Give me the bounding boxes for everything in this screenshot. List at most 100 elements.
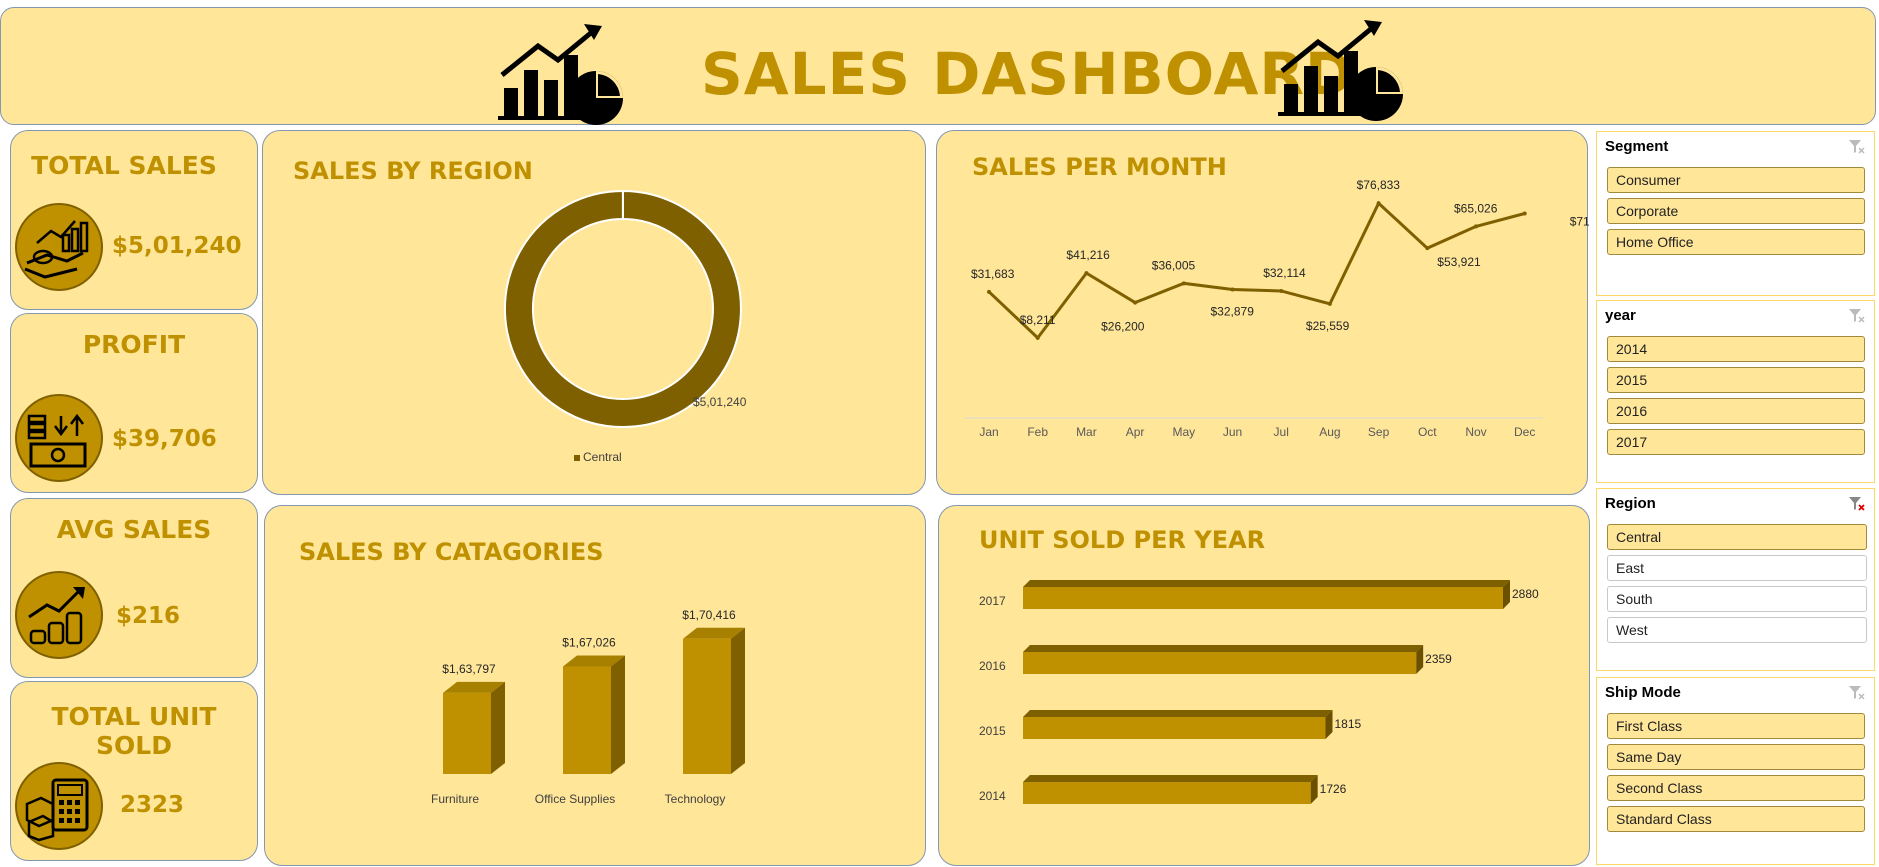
header-banner: SALES DASHBOARD: [0, 7, 1876, 125]
chart-growth-icon: [498, 24, 623, 125]
kpi-profit: PROFIT $39,706: [10, 313, 258, 493]
column-bar[interactable]: [683, 627, 745, 774]
kpi-value: $5,01,240: [112, 233, 242, 259]
slicer-item-home-office[interactable]: Home Office: [1607, 229, 1865, 255]
slicer-region: Region Central East South West: [1596, 488, 1875, 671]
slicer-item-second-class[interactable]: Second Class: [1607, 775, 1865, 801]
slicer-item-same-day[interactable]: Same Day: [1607, 744, 1865, 770]
data-label: $31,683: [971, 267, 1015, 281]
clear-filter-icon[interactable]: [1848, 684, 1866, 702]
slicer-title: Region: [1605, 495, 1656, 512]
x-tick-label: Office Supplies: [535, 792, 616, 806]
x-tick-label: Jan: [979, 425, 998, 439]
column-bar[interactable]: [443, 681, 505, 774]
slicer-item-south[interactable]: South: [1607, 586, 1867, 612]
y-tick-label: 2016: [979, 659, 1006, 673]
slicer-item-corporate[interactable]: Corporate: [1607, 198, 1865, 224]
chart-sales-per-month: SALES PER MONTH Jan $31,683 Feb $8,211 Mar $4…: [936, 130, 1589, 495]
chart-title: SALES BY CATAGORIES: [299, 538, 604, 566]
horizontal-bar[interactable]: [1023, 710, 1333, 739]
kpi-value: 2323: [120, 792, 185, 818]
legend-entry-central: Central: [583, 450, 622, 464]
slicer-segment: Segment Consumer Corporate Home Office: [1596, 131, 1875, 296]
donut-data-label: $5,01,240: [693, 395, 747, 409]
legend-swatch-central: [574, 455, 580, 461]
data-label: 1726: [1320, 782, 1347, 796]
column-bar[interactable]: [563, 655, 625, 774]
slicer-item-east[interactable]: East: [1607, 555, 1867, 581]
line-point[interactable]: [1279, 288, 1284, 293]
y-tick-label: 2015: [979, 724, 1006, 738]
hand-money-chart-icon: [15, 203, 103, 291]
slicer-item-consumer[interactable]: Consumer: [1607, 167, 1865, 193]
slicer-title: year: [1605, 307, 1636, 324]
data-label: $65,026: [1454, 201, 1498, 215]
data-label: $36,005: [1152, 258, 1196, 272]
slicer-title: Segment: [1605, 138, 1669, 155]
x-tick-label: Oct: [1418, 425, 1437, 439]
horizontal-bar[interactable]: [1023, 645, 1424, 674]
slicer-item-central[interactable]: Central: [1607, 524, 1867, 550]
data-label: 1815: [1335, 717, 1362, 731]
slicer-item-first-class[interactable]: First Class: [1607, 713, 1865, 739]
data-label: $32,114: [1263, 266, 1306, 280]
clear-filter-icon[interactable]: [1848, 307, 1866, 325]
kpi-label: PROFIT: [82, 330, 186, 359]
y-tick-label: 2017: [979, 594, 1006, 608]
x-tick-label: Mar: [1076, 425, 1097, 439]
data-label: $1,67,026: [562, 636, 616, 650]
line-point[interactable]: [987, 289, 991, 294]
line-point[interactable]: [1181, 281, 1186, 286]
data-label: $1,70,416: [682, 608, 736, 622]
clear-filter-icon[interactable]: [1848, 495, 1866, 513]
money-stack-icon: [15, 394, 103, 482]
slicer-item-west[interactable]: West: [1607, 617, 1867, 643]
data-label: $26,200: [1101, 320, 1145, 334]
line-chart: Jan $31,683 Feb $8,211 Mar $41,216 Apr $26,200 M…: [965, 178, 1589, 439]
chart-unit-sold-per-year: UNIT SOLD PER YEAR 2880 2017 2359 2016 1815 2…: [938, 505, 1590, 866]
line-point[interactable]: [1376, 201, 1381, 206]
donut-slice-central[interactable]: [504, 189, 742, 428]
kpi-value: $216: [116, 603, 181, 629]
slicer-item-2014[interactable]: 2014: [1607, 336, 1865, 362]
x-tick-label: Jun: [1223, 425, 1242, 439]
line-point[interactable]: [1230, 287, 1235, 292]
slicer-ship-mode: Ship Mode First Class Same Day Second Cl…: [1596, 677, 1875, 865]
horizontal-bar[interactable]: [1023, 580, 1510, 609]
slicer-item-2017[interactable]: 2017: [1607, 429, 1865, 455]
bar-chart: 2880 2017 2359 2016 1815 2015 1726 2014: [979, 580, 1539, 804]
x-tick-label: Aug: [1319, 425, 1340, 439]
line-point[interactable]: [1425, 246, 1430, 251]
slicer-title: Ship Mode: [1605, 684, 1681, 701]
chart-title: UNIT SOLD PER YEAR: [979, 526, 1266, 554]
clear-filter-icon[interactable]: [1848, 138, 1866, 156]
line-point[interactable]: [1133, 300, 1138, 305]
line-point[interactable]: [1035, 335, 1040, 340]
slicer-item-2015[interactable]: 2015: [1607, 367, 1865, 393]
slicer-item-2016[interactable]: 2016: [1607, 398, 1865, 424]
x-tick-label: Nov: [1465, 425, 1486, 439]
slicer-item-standard-class[interactable]: Standard Class: [1607, 806, 1865, 832]
line-point[interactable]: [1084, 271, 1089, 276]
slicer-year: year 2014 2015 2016 2017: [1596, 300, 1875, 483]
line-point[interactable]: [1522, 211, 1527, 216]
column-chart: $1,63,797 Furniture $1,67,026 Office Suppli…: [431, 608, 745, 806]
line-point[interactable]: [1327, 301, 1332, 306]
dashboard-title: SALES DASHBOARD: [701, 40, 1355, 108]
data-label: $8,211: [1020, 313, 1056, 327]
x-tick-label: Feb: [1027, 425, 1048, 439]
kpi-avg-sales: AVG SALES $216: [10, 498, 258, 678]
horizontal-bar[interactable]: [1023, 775, 1318, 804]
kpi-label: AVG SALES: [56, 515, 212, 544]
chart-title: SALES PER MONTH: [972, 153, 1227, 181]
data-label: $1,63,797: [442, 662, 496, 676]
chart-title: SALES BY REGION: [293, 157, 533, 185]
x-tick-label: May: [1172, 425, 1195, 439]
y-tick-label: 2014: [979, 789, 1006, 803]
kpi-value: $39,706: [112, 426, 217, 452]
series-line: [987, 200, 1526, 341]
line-point[interactable]: [1474, 224, 1478, 229]
kpi-label: TOTAL UNIT SOLD: [51, 702, 217, 760]
data-label: 2359: [1425, 652, 1452, 666]
data-label: 2880: [1512, 587, 1539, 601]
